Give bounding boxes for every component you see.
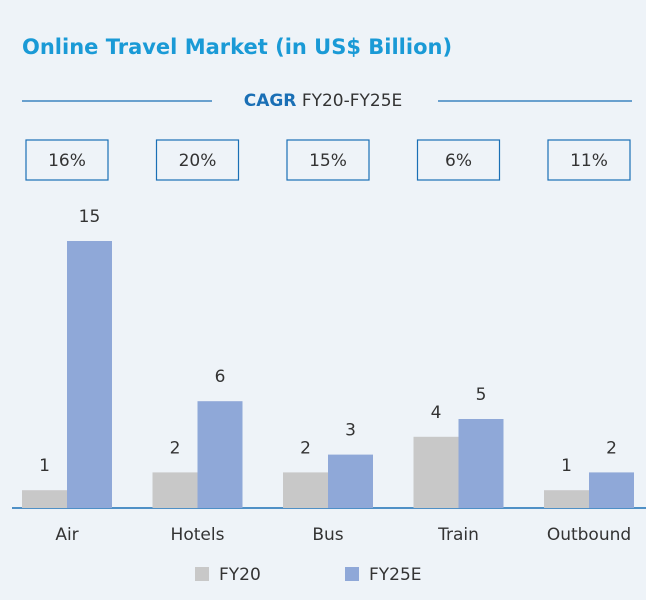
cagr-value: 20% xyxy=(179,151,217,171)
bar xyxy=(152,472,198,508)
cagr-box xyxy=(25,139,109,181)
cagr-box xyxy=(547,139,631,181)
cagr-box xyxy=(286,139,370,181)
data-label: 2 xyxy=(300,438,311,458)
x-tick-label: Hotels xyxy=(171,525,225,545)
x-tick-label: Outbound xyxy=(547,525,631,545)
x-tick-label: Bus xyxy=(312,525,343,545)
cagr-box xyxy=(155,139,240,181)
cagr-value: 15% xyxy=(309,151,347,171)
cagr-period: FY20-FY25E xyxy=(302,91,402,111)
cagr-box xyxy=(416,139,501,181)
x-tick-label: Air xyxy=(55,525,78,545)
bar xyxy=(22,490,67,508)
data-label: 2 xyxy=(606,438,617,458)
cagr-title: CAGR xyxy=(244,91,297,111)
bar xyxy=(283,472,328,508)
data-label: 15 xyxy=(79,207,101,227)
cagr-value: 16% xyxy=(48,151,86,171)
bar xyxy=(413,436,459,508)
bar xyxy=(328,454,373,508)
cagr-value: 6% xyxy=(445,151,472,171)
bar xyxy=(589,472,634,508)
data-label: 1 xyxy=(39,456,50,476)
chart-title: Online Travel Market (in US$ Billion) xyxy=(22,35,452,59)
cagr-value: 11% xyxy=(570,151,608,171)
legend-swatch xyxy=(345,567,359,581)
data-label: 4 xyxy=(431,403,442,423)
data-label: 5 xyxy=(476,385,487,405)
data-label: 6 xyxy=(215,367,226,387)
x-tick-label: Train xyxy=(437,525,479,545)
legend-label: FY20 xyxy=(219,565,261,585)
data-label: 2 xyxy=(170,438,181,458)
bar xyxy=(67,241,112,508)
legend-label: FY25E xyxy=(369,565,422,585)
bar xyxy=(544,490,589,508)
bar xyxy=(458,419,504,508)
data-label: 1 xyxy=(561,456,572,476)
cagr-header: CAGR FY20-FY25E xyxy=(244,91,403,111)
legend-swatch xyxy=(195,567,209,581)
data-label: 3 xyxy=(345,421,356,441)
bar xyxy=(197,401,243,508)
